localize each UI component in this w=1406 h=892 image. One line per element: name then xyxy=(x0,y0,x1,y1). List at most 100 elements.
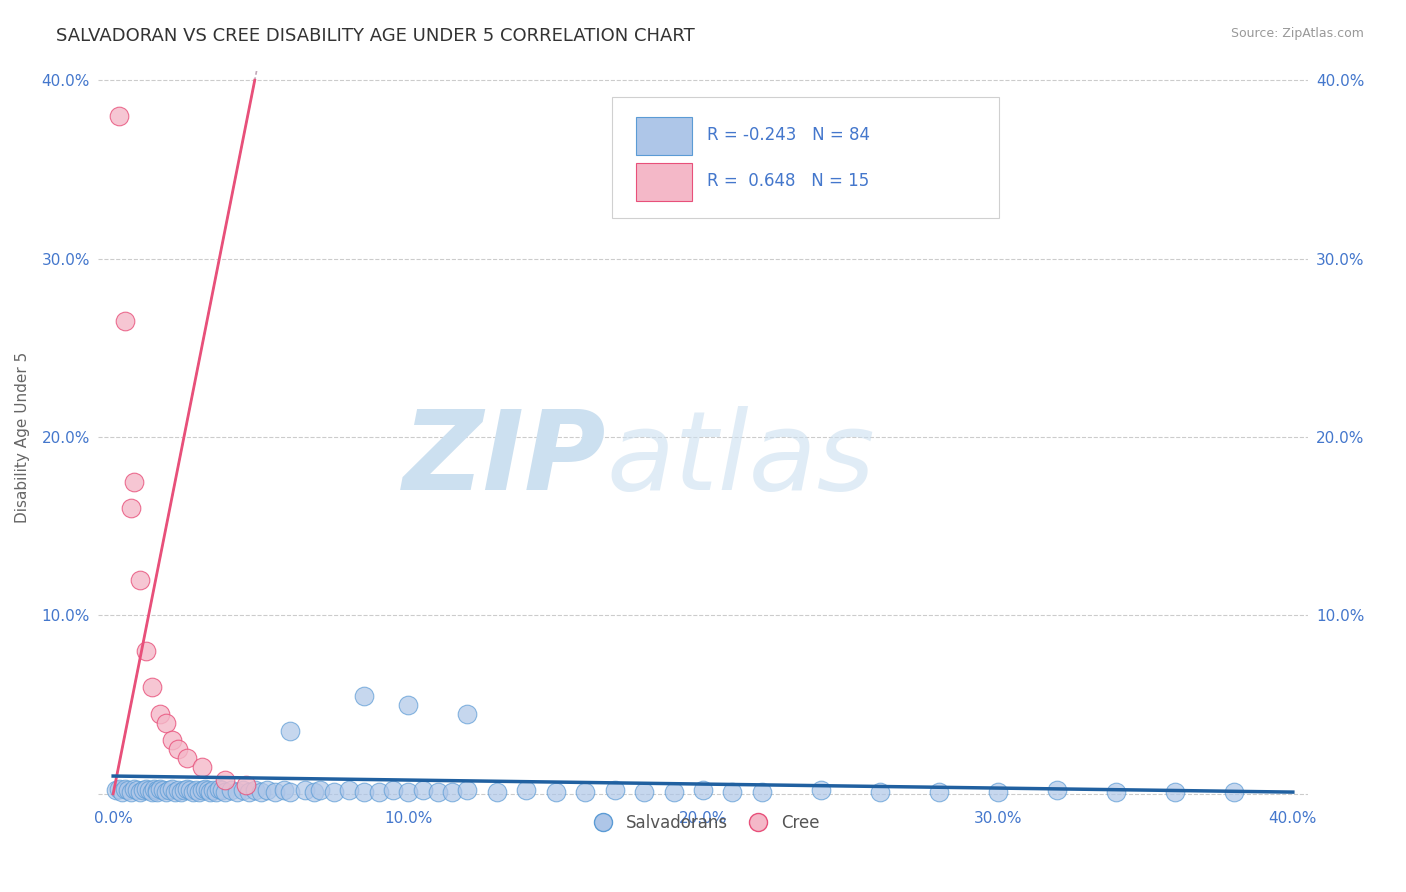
Point xyxy=(426,785,449,799)
Point xyxy=(226,785,249,799)
Point xyxy=(396,785,419,799)
Point xyxy=(515,783,537,797)
Point xyxy=(170,785,193,799)
Point xyxy=(187,785,209,799)
Point xyxy=(131,783,153,797)
Point xyxy=(337,783,360,797)
Point xyxy=(219,783,242,797)
Point xyxy=(273,783,295,797)
Point xyxy=(294,783,316,797)
Point xyxy=(122,475,145,489)
Point xyxy=(1223,785,1246,799)
Point xyxy=(200,785,222,799)
Point xyxy=(485,785,508,799)
Point xyxy=(114,314,136,328)
Point xyxy=(125,783,148,797)
Point xyxy=(238,785,260,799)
Y-axis label: Disability Age Under 5: Disability Age Under 5 xyxy=(15,351,31,523)
Point xyxy=(176,781,198,796)
Point xyxy=(249,785,271,799)
Point xyxy=(190,760,212,774)
Legend: Salvadorans, Cree: Salvadorans, Cree xyxy=(579,807,827,838)
Point xyxy=(205,785,228,799)
Point xyxy=(108,781,131,796)
Point xyxy=(232,783,254,797)
Point xyxy=(120,785,142,799)
Point xyxy=(810,783,832,797)
Point xyxy=(243,783,266,797)
Point xyxy=(1046,783,1069,797)
Point xyxy=(412,783,434,797)
Point xyxy=(574,785,596,799)
Point xyxy=(105,783,128,797)
Text: atlas: atlas xyxy=(606,406,875,513)
Point xyxy=(214,772,236,787)
Point xyxy=(211,783,233,797)
Point xyxy=(1164,785,1187,799)
Point xyxy=(396,698,419,712)
Point xyxy=(135,781,157,796)
Point xyxy=(987,785,1010,799)
Point xyxy=(114,781,136,796)
Point xyxy=(751,785,773,799)
Point xyxy=(928,785,950,799)
Point xyxy=(146,785,169,799)
Text: Source: ZipAtlas.com: Source: ZipAtlas.com xyxy=(1230,27,1364,40)
Point xyxy=(165,785,187,799)
Point xyxy=(264,785,287,799)
Point xyxy=(353,785,375,799)
Point xyxy=(603,783,626,797)
Point xyxy=(141,680,163,694)
Point xyxy=(208,781,231,796)
Point xyxy=(202,783,225,797)
Point xyxy=(173,783,195,797)
Point xyxy=(176,751,198,765)
Point xyxy=(143,781,166,796)
Point xyxy=(157,783,180,797)
Point xyxy=(190,783,212,797)
Point xyxy=(128,573,150,587)
Point xyxy=(120,501,142,516)
Point xyxy=(382,783,405,797)
Point xyxy=(149,781,172,796)
Point xyxy=(721,785,744,799)
Point xyxy=(323,785,346,799)
Point xyxy=(302,785,325,799)
Text: ZIP: ZIP xyxy=(402,406,606,513)
Text: SALVADORAN VS CREE DISABILITY AGE UNDER 5 CORRELATION CHART: SALVADORAN VS CREE DISABILITY AGE UNDER … xyxy=(56,27,695,45)
Point xyxy=(160,733,183,747)
Point xyxy=(278,724,301,739)
FancyBboxPatch shape xyxy=(637,117,692,154)
Point xyxy=(135,644,157,658)
Point xyxy=(214,785,236,799)
Point xyxy=(235,778,257,792)
Point xyxy=(544,785,567,799)
Point xyxy=(692,783,714,797)
Point xyxy=(179,783,201,797)
Point xyxy=(181,785,204,799)
FancyBboxPatch shape xyxy=(637,163,692,201)
Point xyxy=(441,785,464,799)
Point xyxy=(149,706,172,721)
Point xyxy=(1105,785,1128,799)
Point xyxy=(155,785,177,799)
Point xyxy=(167,783,190,797)
Point xyxy=(167,742,190,756)
Point xyxy=(160,781,183,796)
Point xyxy=(138,783,160,797)
Point xyxy=(197,783,219,797)
Point xyxy=(108,109,131,123)
Point xyxy=(141,785,163,799)
Point xyxy=(633,785,655,799)
Point xyxy=(308,783,330,797)
Point xyxy=(194,781,217,796)
Text: R =  0.648   N = 15: R = 0.648 N = 15 xyxy=(707,172,869,190)
Point xyxy=(456,706,478,721)
Point xyxy=(111,785,134,799)
Point xyxy=(152,783,174,797)
Text: R = -0.243   N = 84: R = -0.243 N = 84 xyxy=(707,126,870,144)
Point xyxy=(256,783,278,797)
Point xyxy=(155,715,177,730)
Point xyxy=(869,785,891,799)
Point xyxy=(456,783,478,797)
